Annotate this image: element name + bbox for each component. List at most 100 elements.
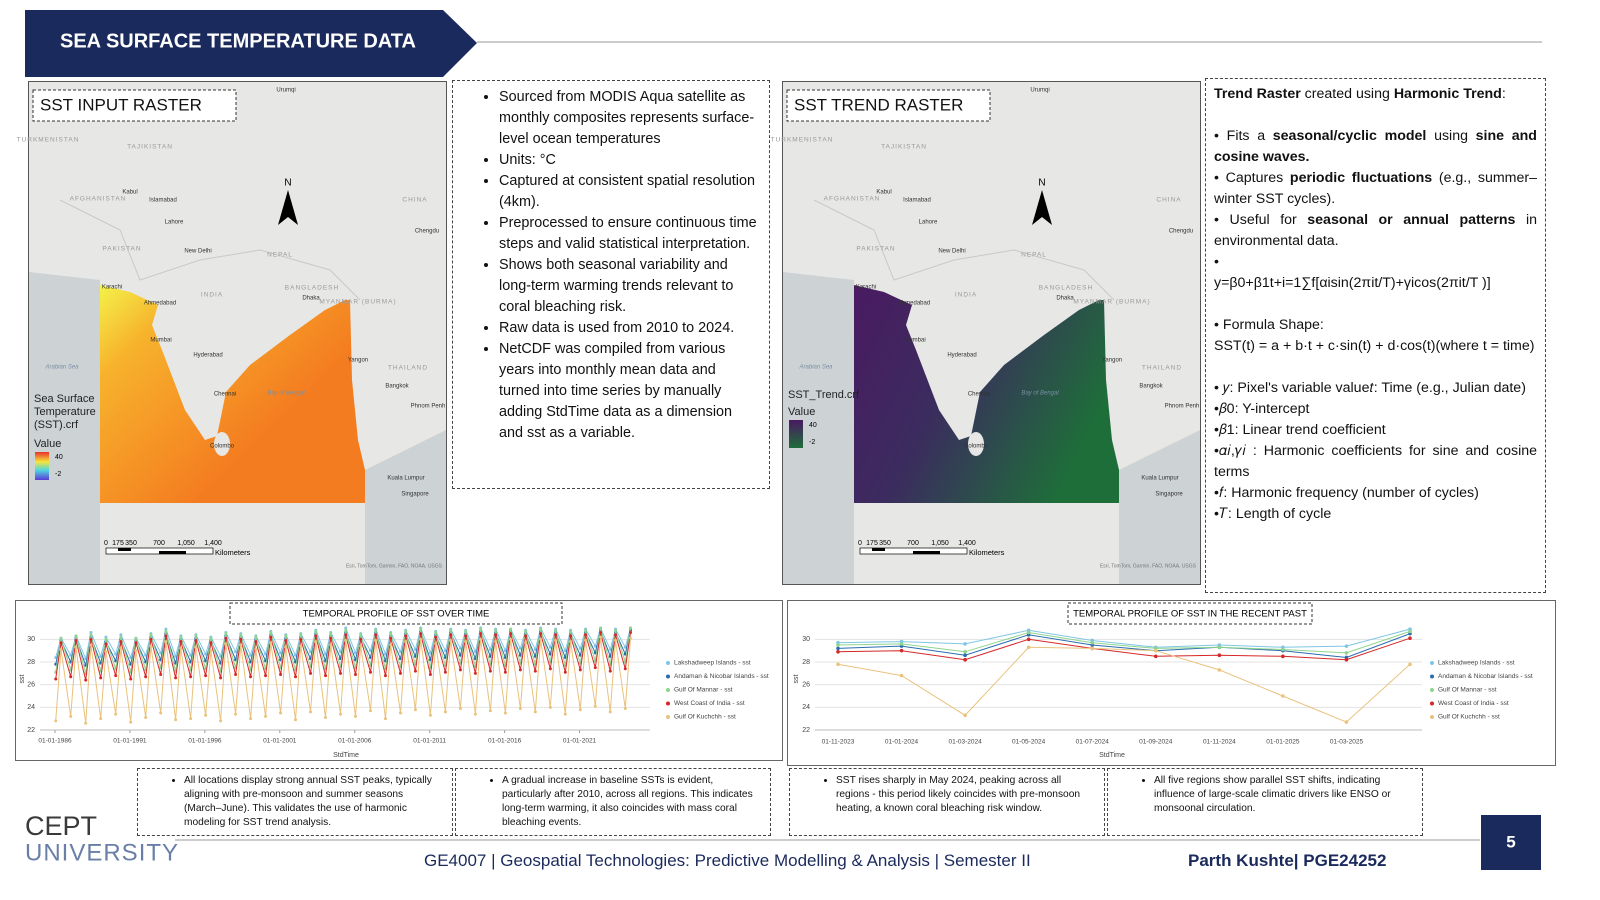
data-point xyxy=(314,640,318,644)
legend-marker xyxy=(1430,688,1434,692)
data-point xyxy=(344,638,348,642)
data-point xyxy=(209,636,213,640)
place-label: New Delhi xyxy=(184,249,211,255)
data-point xyxy=(389,636,393,640)
x-tick-label: 01-11-2023 xyxy=(822,739,855,746)
data-point xyxy=(269,641,273,645)
place-label: TAJIKISTAN xyxy=(881,144,927,151)
place-label: Karachi xyxy=(856,285,876,291)
data-point xyxy=(359,644,363,648)
place-label: Phnom Penh xyxy=(411,404,446,410)
data-point xyxy=(189,717,193,721)
north-arrow xyxy=(278,190,298,225)
x-tick-label: 01-01-1991 xyxy=(113,738,147,745)
place-label: Bay of Bengal xyxy=(267,391,305,397)
course-footer: GE4007 | Geospatial Technologies: Predic… xyxy=(424,851,1031,870)
place-label: Yangon xyxy=(1102,358,1122,364)
place-label: Kuala Lumpur xyxy=(387,476,424,482)
data-point xyxy=(563,670,567,674)
map-title: SST INPUT RASTER xyxy=(40,95,202,114)
data-point xyxy=(518,706,522,710)
place-label: Colombo xyxy=(964,444,989,450)
map-title: SST TREND RASTER xyxy=(794,95,963,114)
data-point xyxy=(963,653,967,657)
data-point xyxy=(404,640,408,644)
data-point xyxy=(269,631,273,635)
data-point xyxy=(509,632,513,636)
place-label: Singapore xyxy=(1155,492,1183,498)
legend-label: Value xyxy=(788,406,816,418)
data-point xyxy=(494,633,498,637)
data-point xyxy=(1217,668,1222,672)
place-label: Dhaka xyxy=(1056,296,1074,302)
data-point xyxy=(353,651,357,655)
legend-marker xyxy=(666,688,670,692)
trend-run: periodic fluctuations xyxy=(1289,170,1433,186)
legend-label: West Coast of India - sst xyxy=(674,700,745,707)
scale-unit: Kilometers xyxy=(215,548,251,557)
data-point xyxy=(494,640,498,644)
trend-paragraph: • Captures periodic fluctuations (e.g., … xyxy=(1214,168,1537,210)
scale-bar xyxy=(118,548,131,551)
data-point xyxy=(479,627,483,631)
scale-label: 350 xyxy=(125,540,137,547)
data-point xyxy=(353,714,357,718)
data-point xyxy=(284,638,288,642)
data-point xyxy=(1026,645,1031,650)
data-point xyxy=(119,646,123,650)
trend-paragraph: • 𝑦: Pixel's variable value𝑡: Time (e.g.… xyxy=(1214,378,1537,399)
place-label: MYANMAR (BURMA) xyxy=(1073,299,1150,306)
data-point xyxy=(234,650,238,654)
data-point xyxy=(593,666,597,670)
place-label: Urumqi xyxy=(276,88,295,94)
data-point xyxy=(59,636,63,640)
data-point xyxy=(164,627,168,631)
map-title-box xyxy=(786,89,991,122)
data-point xyxy=(59,648,63,652)
insight-text: All five regions show parallel SST shift… xyxy=(1154,774,1412,816)
trend-run: •𝛼𝑖,𝛾𝑖 : Harmonic coefficients for sine … xyxy=(1214,443,1537,480)
data-point xyxy=(473,712,477,716)
trend-run: • Useful for xyxy=(1214,212,1308,228)
data-point xyxy=(963,642,967,646)
slide-title: SEA SURFACE TEMPERATURE DATA xyxy=(60,30,416,52)
series-line xyxy=(55,637,631,724)
data-point xyxy=(398,671,402,675)
place-label: Chengdu xyxy=(1169,229,1193,235)
y-axis-label: sst xyxy=(19,674,26,683)
data-point xyxy=(533,669,537,673)
place-label: Chennai xyxy=(214,392,236,398)
y-tick-label: 30 xyxy=(802,636,810,643)
data-point xyxy=(836,646,840,651)
trend-paragraph: • Useful for seasonal or annual patterns… xyxy=(1214,210,1537,252)
series-line xyxy=(837,637,1411,661)
data-point xyxy=(1153,654,1158,659)
data-point xyxy=(204,713,208,717)
place-label: NEPAL xyxy=(267,252,293,259)
place-label: AFGHANISTAN xyxy=(824,196,881,203)
data-point xyxy=(239,633,243,637)
data-point xyxy=(149,644,153,648)
legend-swatch xyxy=(789,420,803,448)
y-tick-label: 22 xyxy=(27,727,35,734)
legend-marker xyxy=(666,661,670,665)
trend-run: seasonal or annual patterns xyxy=(1307,212,1516,228)
trend-paragraph: y=β0+β1t+i=1∑f[αisin(2πit/T)+γicos(2πit/… xyxy=(1214,273,1537,294)
data-point xyxy=(1344,720,1349,724)
trend-run: seasonal/cyclic model xyxy=(1272,128,1427,144)
legend-value: 40 xyxy=(55,454,63,461)
data-point xyxy=(629,636,633,640)
chart-panel xyxy=(15,600,783,761)
legend-label: West Coast of India - sst xyxy=(1438,700,1509,707)
legend-label: Lakshadweep Islands - sst xyxy=(674,660,751,667)
data-point xyxy=(284,645,288,649)
series-line xyxy=(837,633,1411,659)
scale-label: 700 xyxy=(907,540,919,547)
y-tick-label: 26 xyxy=(802,682,810,689)
data-point xyxy=(89,633,93,637)
data-point xyxy=(159,711,163,715)
scale-label: 175 xyxy=(112,540,124,547)
data-point xyxy=(69,653,73,657)
data-point xyxy=(608,648,612,652)
data-point xyxy=(1090,646,1095,651)
